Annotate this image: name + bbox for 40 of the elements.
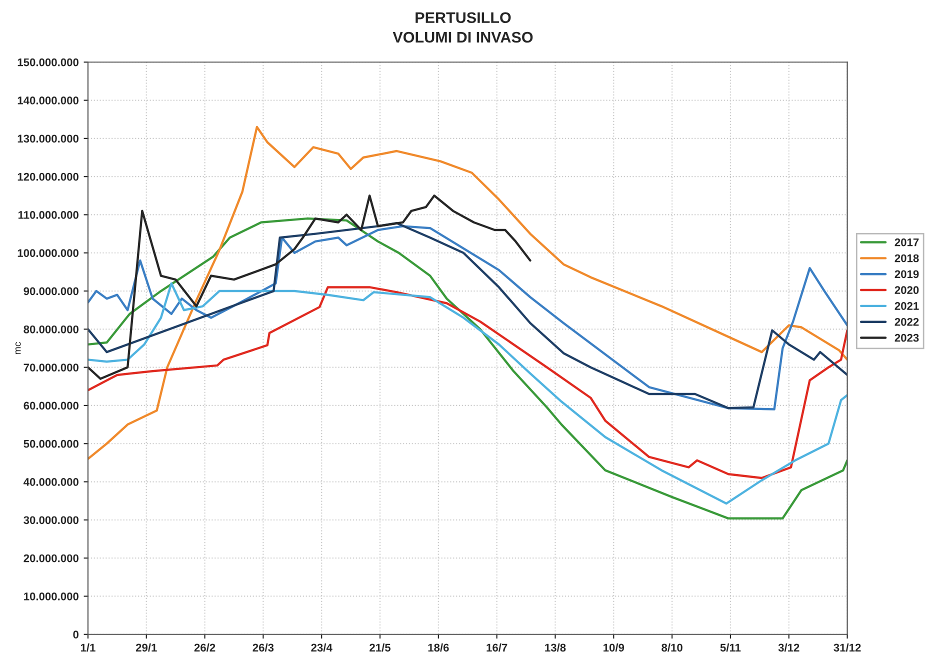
- chart-title: PERTUSILLO: [416, 12, 511, 24]
- x-tick-label: 31/12: [834, 643, 861, 652]
- y-tick-label: 100.000.000: [18, 249, 78, 258]
- y-tick-label: 80.000.000: [24, 325, 78, 334]
- y-tick-label: 50.000.000: [24, 440, 78, 448]
- x-tick-label: 29/1: [136, 643, 157, 652]
- legend-label: 2017: [894, 238, 919, 246]
- legend-label: 2018: [894, 254, 919, 262]
- y-tick-label: 60.000.000: [24, 402, 78, 410]
- x-tick-label: 26/2: [194, 643, 216, 652]
- y-axis-title: mc: [15, 342, 21, 354]
- x-tick-label: 8/10: [662, 643, 682, 652]
- y-tick-label: 70.000.000: [24, 364, 78, 372]
- y-tick-label: 140.000.000: [18, 96, 78, 104]
- legend-label: 2022: [894, 318, 919, 326]
- x-tick-label: 13/8: [545, 643, 566, 652]
- x-tick-label: 23/4: [311, 643, 332, 652]
- legend-label: 2021: [894, 302, 919, 310]
- y-tick-label: 150.000.000: [18, 58, 78, 66]
- x-tick-label: 5/11: [720, 643, 741, 652]
- chart-subtitle: VOLUMI DI INVASO: [392, 32, 533, 43]
- x-tick-label: 3/12: [778, 643, 800, 652]
- x-tick-label: 21/5: [370, 643, 391, 652]
- y-tick-label: 40.000.000: [24, 478, 78, 486]
- x-tick-label: 18/6: [428, 643, 449, 652]
- legend-label: 2019: [894, 270, 919, 278]
- x-tick-label: 26/3: [252, 643, 274, 652]
- x-tick-label: 16/7: [486, 643, 508, 652]
- y-tick-label: 90.000.000: [24, 287, 78, 296]
- y-tick-label: 120.000.000: [18, 172, 78, 181]
- y-tick-label: 0: [73, 630, 78, 639]
- y-tick-label: 110.000.000: [18, 210, 78, 219]
- y-tick-label: 20.000.000: [24, 554, 78, 562]
- legend-label: 2020: [894, 286, 919, 294]
- x-tick-label: 10/9: [604, 643, 624, 652]
- x-tick-label: 1/1: [80, 643, 96, 652]
- y-tick-label: 10.000.000: [24, 592, 78, 600]
- legend-label: 2023: [894, 334, 919, 342]
- y-tick-label: 30.000.000: [24, 516, 78, 524]
- y-tick-label: 130.000.000: [18, 134, 78, 143]
